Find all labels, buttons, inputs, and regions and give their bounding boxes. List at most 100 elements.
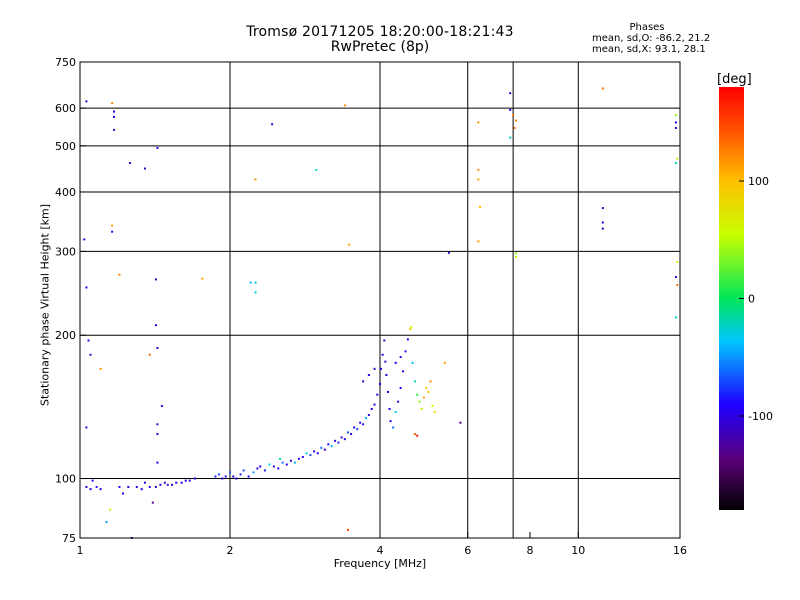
data-point	[385, 374, 388, 377]
colorbar-tick-label: 0	[748, 293, 755, 306]
data-point	[676, 284, 679, 287]
data-point	[515, 252, 518, 255]
data-point	[330, 445, 333, 448]
data-point	[429, 380, 432, 383]
data-point	[383, 339, 386, 342]
data-point	[601, 87, 604, 90]
data-point	[99, 367, 102, 370]
data-point	[402, 370, 405, 373]
data-point	[163, 481, 166, 484]
data-point	[601, 221, 604, 224]
data-point	[373, 403, 376, 406]
data-point	[259, 465, 262, 468]
x-tick-label: 10	[571, 544, 585, 557]
data-point	[99, 488, 102, 491]
data-point	[111, 224, 114, 227]
data-point	[370, 407, 373, 410]
data-point	[95, 485, 98, 488]
data-point	[392, 426, 395, 429]
data-point	[180, 481, 183, 484]
data-point	[154, 485, 157, 488]
data-point	[433, 410, 436, 413]
colorbar-tick-label: -100	[748, 410, 773, 423]
data-point	[254, 281, 257, 284]
data-point	[140, 488, 143, 491]
grid-lines	[80, 62, 681, 538]
data-point	[323, 448, 326, 451]
data-point	[320, 446, 323, 449]
data-point	[143, 481, 146, 484]
data-point	[272, 465, 275, 468]
data-point	[85, 100, 88, 103]
data-point	[459, 421, 462, 424]
data-point	[221, 477, 224, 480]
data-point	[301, 455, 304, 458]
data-point	[315, 168, 318, 171]
data-point	[447, 251, 450, 254]
data-point	[156, 423, 159, 426]
x-tick-label: 1	[77, 544, 84, 557]
data-point	[135, 485, 138, 488]
data-point	[309, 454, 312, 457]
data-point	[367, 413, 370, 416]
data-point	[188, 479, 191, 482]
data-point	[316, 452, 319, 455]
colorbar-label: [deg]	[717, 72, 752, 87]
chart-title: Tromsø 20171205 18:20:00-18:21:43	[246, 24, 514, 40]
data-point	[373, 367, 376, 370]
stats-line-o: mean, sd,O: -86.2, 21.2	[592, 33, 711, 44]
data-point	[359, 421, 362, 424]
data-point	[381, 353, 384, 356]
data-point	[263, 469, 266, 472]
data-point	[399, 356, 402, 359]
data-point	[477, 168, 480, 171]
data-point	[105, 521, 108, 524]
data-point	[346, 431, 349, 434]
stats-header: Phases	[629, 22, 665, 33]
data-point	[386, 390, 389, 393]
x-axis-label: Frequency [MHz]	[333, 557, 427, 570]
data-point	[388, 407, 391, 410]
data-point	[343, 104, 346, 107]
data-point	[384, 360, 387, 363]
data-point	[305, 452, 308, 455]
data-point	[297, 457, 300, 460]
data-point	[89, 353, 92, 356]
data-point	[362, 423, 365, 426]
data-point	[427, 390, 430, 393]
data-point	[112, 115, 115, 118]
data-point	[399, 386, 402, 389]
data-point	[350, 433, 353, 436]
data-point	[112, 110, 115, 113]
data-point	[477, 240, 480, 243]
data-point	[156, 433, 159, 436]
data-point	[404, 350, 407, 353]
data-point	[252, 471, 255, 474]
data-point	[416, 434, 419, 437]
data-point	[479, 205, 482, 208]
y-tick-label: 75	[62, 532, 76, 545]
data-point	[509, 92, 512, 95]
data-point	[422, 396, 425, 399]
data-point	[242, 469, 245, 472]
data-point	[376, 393, 379, 396]
data-point	[343, 438, 346, 441]
data-point	[477, 121, 480, 124]
data-point	[353, 426, 356, 429]
data-point	[340, 436, 343, 439]
data-point	[420, 407, 423, 410]
data-point	[293, 461, 296, 464]
data-point	[160, 405, 163, 408]
data-point	[509, 136, 512, 139]
data-point	[674, 127, 677, 130]
y-tick-label: 750	[55, 56, 76, 69]
data-point	[394, 410, 397, 413]
data-point	[674, 162, 677, 165]
x-tick-label: 2	[227, 544, 234, 557]
data-point	[380, 367, 383, 370]
data-point	[235, 477, 238, 480]
data-point	[193, 477, 196, 480]
data-point	[247, 475, 250, 478]
data-point	[513, 127, 516, 130]
